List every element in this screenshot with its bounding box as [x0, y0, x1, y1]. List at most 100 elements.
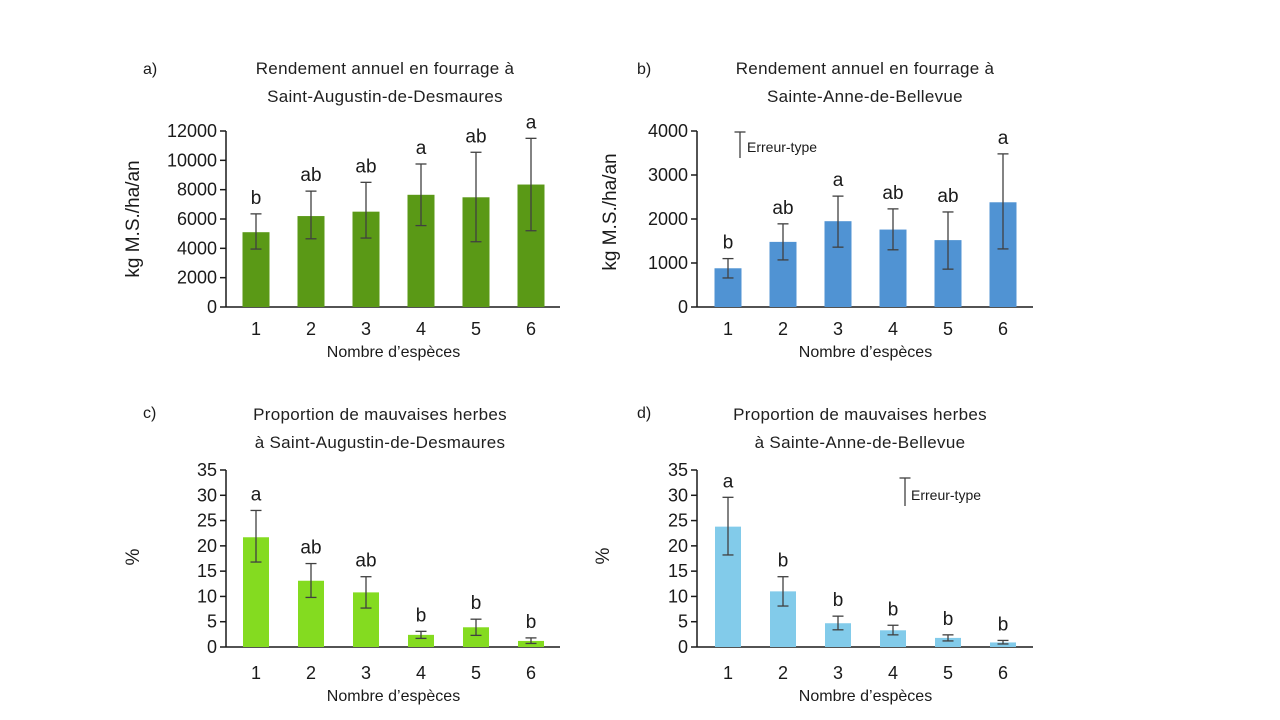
panel-label-d: d) [637, 405, 652, 422]
legend-label: Erreur-type [911, 487, 981, 503]
x-tick-label: 2 [306, 663, 316, 683]
significance-letter: b [251, 188, 262, 209]
bar [990, 642, 1016, 647]
y-tick-label: 8000 [177, 180, 217, 200]
x-axis-title: Nombre d’espèces [799, 344, 932, 361]
significance-letter: a [833, 170, 844, 191]
y-tick-label: 15 [668, 561, 688, 581]
significance-letter: ab [300, 165, 321, 186]
y-tick-label: 30 [197, 485, 217, 505]
panel-label-b: b) [637, 61, 652, 78]
bar [408, 634, 434, 647]
y-axis-title: % [593, 547, 614, 564]
y-tick-label: 4000 [648, 121, 688, 141]
y-tick-label: 5 [678, 612, 688, 632]
chart-title-b-line1: Rendement annuel en fourrage à [735, 59, 995, 78]
x-tick-label: 1 [723, 663, 733, 683]
x-tick-label: 4 [888, 319, 898, 339]
significance-letter: b [943, 609, 954, 630]
y-tick-label: 12000 [167, 121, 217, 141]
chart-title-a-line2: Saint-Augustin-de-Desmaures [267, 87, 503, 106]
significance-letter: b [778, 551, 789, 572]
y-tick-label: 2000 [648, 209, 688, 229]
significance-letter: b [888, 599, 899, 620]
y-tick-label: 25 [668, 511, 688, 531]
significance-letter: ab [355, 551, 376, 572]
x-tick-label: 6 [526, 319, 536, 339]
y-tick-label: 35 [197, 460, 217, 480]
significance-letter: a [416, 138, 427, 159]
chart-title-b-line2: Sainte-Anne-de-Bellevue [767, 87, 963, 106]
significance-letter: ab [937, 186, 958, 207]
y-tick-label: 30 [668, 485, 688, 505]
x-tick-label: 6 [526, 663, 536, 683]
legend-label: Erreur-type [747, 139, 817, 155]
bar [935, 637, 961, 647]
x-axis-title: Nombre d’espèces [799, 688, 932, 705]
chart-title-b: Rendement annuel en fourrage à Sainte-An… [665, 55, 1065, 111]
y-axis-title: % [123, 548, 144, 565]
x-tick-label: 5 [471, 663, 481, 683]
significance-letter: ab [465, 126, 486, 147]
y-tick-label: 10000 [167, 150, 217, 170]
significance-letter: b [471, 593, 482, 614]
chart-title-d-line2: à Sainte-Anne-de-Bellevue [754, 433, 966, 452]
y-tick-label: 0 [207, 637, 217, 657]
y-tick-label: 10 [668, 586, 688, 606]
y-tick-label: 0 [678, 637, 688, 657]
x-tick-label: 3 [361, 663, 371, 683]
chart-title-a: Rendement annuel en fourrage à Saint-Aug… [185, 55, 585, 111]
significance-letter: a [251, 484, 262, 505]
x-tick-label: 5 [471, 319, 481, 339]
x-tick-label: 2 [778, 319, 788, 339]
significance-letter: b [526, 612, 537, 633]
x-tick-label: 1 [723, 319, 733, 339]
x-tick-label: 2 [778, 663, 788, 683]
bar [463, 627, 489, 647]
chart-d: 0 5 10 15 20 25 30 35 a 1 b 2 b 3 b 4 b 5 b 6 Nombre d’espèc… [593, 460, 1033, 705]
chart-a: 0 2000 4000 6000 8000 10000 12000 b 1 ab 2 ab 3 a 4 ab 5… [123, 112, 560, 361]
chart-c: 0 5 10 15 20 25 30 35 a 1 ab 2 ab 3 b 4 b 5 b 6 Nombre d’esp… [123, 460, 560, 705]
y-tick-label: 5 [207, 612, 217, 632]
significance-letter: ab [882, 183, 903, 204]
significance-letter: a [998, 128, 1009, 149]
x-tick-label: 3 [833, 319, 843, 339]
panel-label-c: c) [143, 405, 157, 422]
x-tick-label: 5 [943, 663, 953, 683]
y-tick-label: 3000 [648, 165, 688, 185]
y-tick-label: 35 [668, 460, 688, 480]
y-tick-label: 2000 [177, 268, 217, 288]
significance-letter: b [416, 605, 427, 626]
x-axis-title: Nombre d’espèces [327, 344, 460, 361]
x-tick-label: 4 [416, 663, 426, 683]
y-tick-label: 20 [668, 536, 688, 556]
bar [880, 630, 906, 647]
chart-title-c-line1: Proportion de mauvaises herbes [253, 405, 507, 424]
chart-title-d-line1: Proportion de mauvaises herbes [733, 405, 987, 424]
x-tick-label: 3 [833, 663, 843, 683]
x-axis-title: Nombre d’espèces [327, 688, 460, 705]
chart-title-a-line1: Rendement annuel en fourrage à [255, 59, 515, 78]
chart-title-c: Proportion de mauvaises herbes à Saint-A… [180, 401, 580, 457]
significance-letter: ab [772, 198, 793, 219]
significance-letter: b [723, 233, 734, 254]
y-tick-label: 20 [197, 536, 217, 556]
x-tick-label: 1 [251, 319, 261, 339]
chart-title-d: Proportion de mauvaises herbes à Sainte-… [660, 401, 1060, 457]
y-tick-label: 6000 [177, 209, 217, 229]
x-tick-label: 4 [416, 319, 426, 339]
y-tick-label: 15 [197, 561, 217, 581]
x-tick-label: 2 [306, 319, 316, 339]
x-tick-label: 6 [998, 663, 1008, 683]
significance-letter: ab [355, 156, 376, 177]
significance-letter: ab [300, 538, 321, 559]
significance-letter: b [833, 590, 844, 611]
x-tick-label: 4 [888, 663, 898, 683]
x-tick-label: 3 [361, 319, 371, 339]
significance-letter: a [723, 471, 734, 492]
significance-letter: b [998, 614, 1009, 635]
y-tick-label: 10 [197, 586, 217, 606]
y-tick-label: 25 [197, 511, 217, 531]
